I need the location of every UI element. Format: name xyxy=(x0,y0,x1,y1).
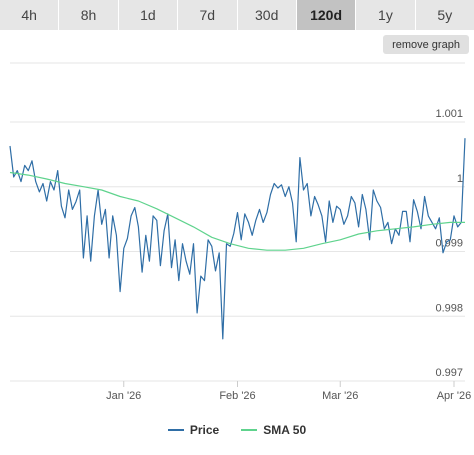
tab-4h[interactable]: 4h xyxy=(0,0,60,30)
legend-sma-label: SMA 50 xyxy=(263,423,307,437)
tab-1d[interactable]: 1d xyxy=(118,0,179,30)
legend-item-price[interactable]: Price xyxy=(167,423,220,437)
legend-price-label: Price xyxy=(189,423,220,437)
tab-5y[interactable]: 5y xyxy=(415,0,474,30)
y-tick-label: 0.999 xyxy=(435,238,463,250)
sma-series-line xyxy=(9,171,465,251)
y-tick-label: 0.997 xyxy=(435,367,463,379)
x-tick-label: Mar '26 xyxy=(322,390,358,402)
price-line-swatch xyxy=(167,429,184,431)
remove-graph-button[interactable]: remove graph xyxy=(383,35,469,54)
sma-line-swatch xyxy=(241,429,258,431)
tab-120d[interactable]: 120d xyxy=(296,0,357,30)
x-tick-label: Apr '26 xyxy=(437,390,472,402)
chart-legend: Price SMA 50 xyxy=(0,420,474,440)
x-tick-label: Jan '26 xyxy=(106,390,141,402)
tab-8h[interactable]: 8h xyxy=(59,0,119,30)
y-tick-label: 0.998 xyxy=(435,302,463,314)
tab-1y[interactable]: 1y xyxy=(356,0,416,30)
time-range-tabs: 4h 8h 1d 7d 30d 120d 1y 5y xyxy=(0,0,474,30)
legend-item-sma[interactable]: SMA 50 xyxy=(241,423,306,437)
y-tick-label: 1.001 xyxy=(435,108,463,120)
x-tick-label: Feb '26 xyxy=(219,390,255,402)
tab-7d[interactable]: 7d xyxy=(178,0,238,30)
tab-30d[interactable]: 30d xyxy=(237,0,297,30)
price-series-line xyxy=(9,138,466,340)
y-tick-label: 1 xyxy=(457,173,463,185)
price-chart: 0.997 0.998 0.999 1 1.001 Jan '26 Feb '26 Mar '… xyxy=(9,62,472,402)
